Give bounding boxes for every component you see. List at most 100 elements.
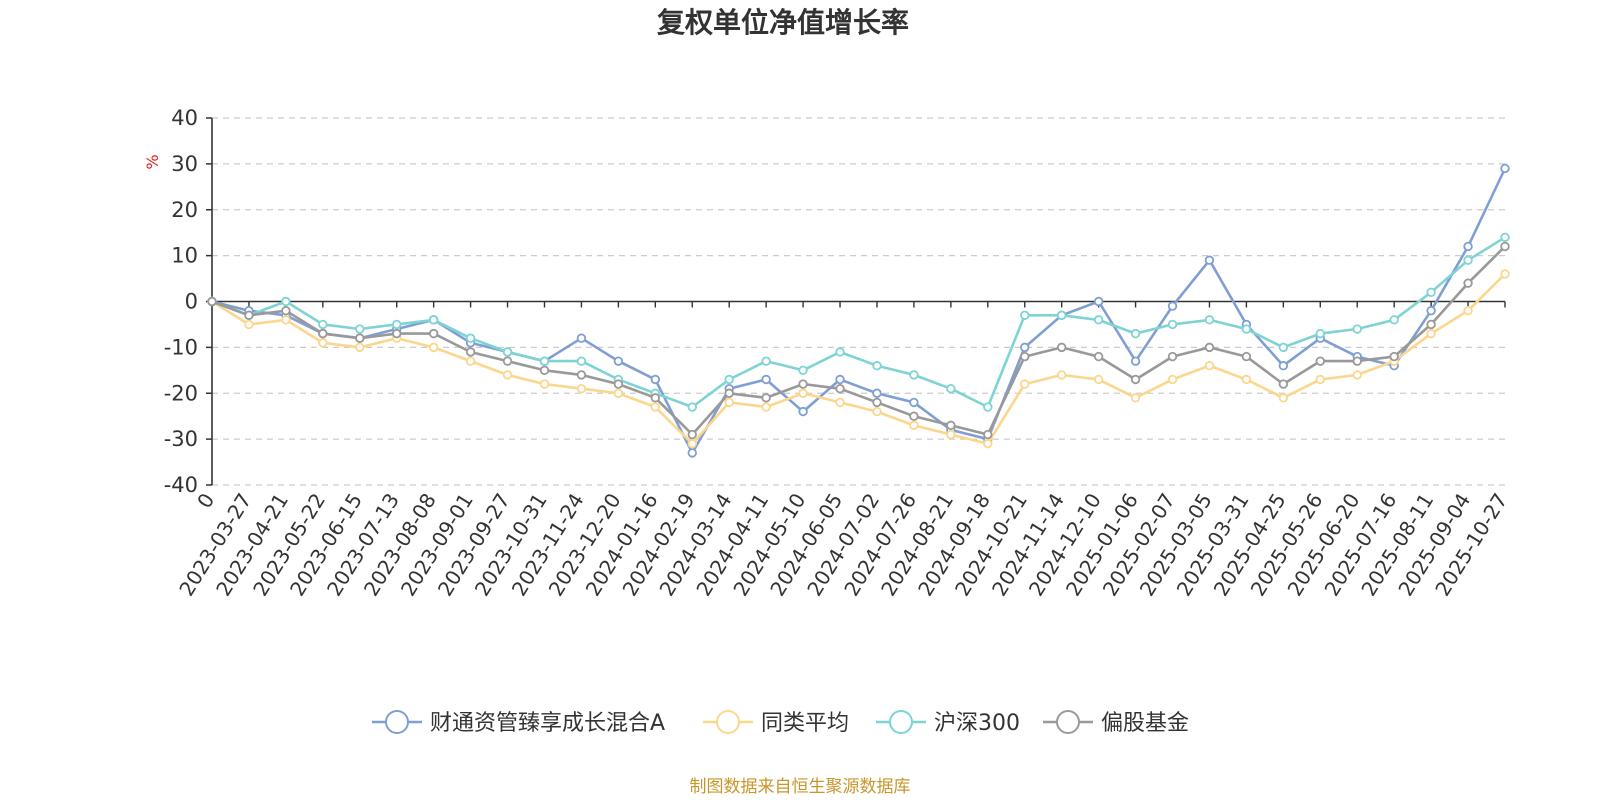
data-point: [983, 429, 993, 440]
data-point: [428, 328, 439, 339]
data-point: [576, 333, 587, 343]
data-point: [1352, 324, 1362, 334]
data-point: [1278, 379, 1289, 389]
data-point: [1500, 232, 1510, 242]
data-point: [1500, 241, 1510, 252]
data-point: [318, 338, 328, 348]
data-point: [281, 305, 291, 316]
legend-item[interactable]: 财通资管臻享成长混合A: [372, 710, 665, 736]
data-point: [613, 388, 624, 398]
legend[interactable]: 财通资管臻享成长混合A 同类平均 沪深300 偏股基金: [372, 710, 1189, 736]
data-point: [1167, 301, 1178, 311]
data-point: [1278, 361, 1289, 371]
data-point: [1241, 374, 1252, 385]
chart-title: 复权单位净值增长率: [657, 6, 909, 39]
legend-item[interactable]: 沪深300: [876, 710, 1020, 736]
data-point: [983, 402, 993, 412]
data-point: [1315, 356, 1325, 366]
data-point: [465, 333, 476, 343]
data-point: [318, 328, 328, 339]
y-tick-label: 30: [171, 152, 198, 176]
data-point: [798, 365, 808, 376]
y-axis-unit: %: [143, 154, 162, 169]
data-point: [465, 347, 476, 357]
data-point: [687, 429, 697, 440]
data-point: [909, 397, 919, 408]
data-point: [1130, 328, 1141, 339]
data-point: [724, 388, 734, 398]
y-axis-ticks: 40 30 20 10 0 -10 -20 -30 -40: [164, 106, 212, 497]
data-point: [1352, 356, 1362, 366]
data-point: [687, 402, 697, 412]
data-point: [392, 319, 402, 330]
data-point: [761, 356, 771, 366]
data-point: [613, 379, 624, 389]
data-point: [835, 347, 845, 357]
data-point: [946, 420, 956, 431]
data-point: [872, 361, 882, 371]
legend-item[interactable]: 偏股基金: [1043, 710, 1189, 736]
data-point: [1093, 315, 1104, 325]
data-point: [576, 383, 587, 394]
data-point: [1167, 351, 1178, 362]
data-point: [1167, 374, 1178, 385]
legend-item[interactable]: 同类平均: [703, 710, 849, 736]
data-point: [1426, 328, 1436, 339]
data-point: [1463, 241, 1473, 252]
data-point: [576, 356, 587, 366]
legend-marker: [716, 710, 740, 734]
data-point: [983, 439, 993, 449]
legend-marker: [385, 710, 409, 734]
y-tick-label: 20: [171, 198, 198, 222]
data-point: [1056, 370, 1067, 380]
y-tick-label: 40: [171, 106, 198, 130]
data-point: [502, 356, 513, 366]
data-point: [1093, 374, 1104, 385]
y-tick-label: -40: [164, 473, 198, 497]
data-point: [244, 319, 254, 330]
legend-marker: [889, 710, 913, 734]
y-tick-label: 10: [171, 244, 198, 268]
data-point: [650, 374, 661, 385]
data-point: [946, 383, 956, 394]
data-point: [835, 397, 845, 408]
data-point: [909, 411, 919, 421]
data-point: [1241, 351, 1252, 362]
data-point: [539, 379, 550, 389]
data-point: [872, 388, 882, 398]
data-point: [1315, 328, 1325, 339]
series-group: [207, 163, 1510, 458]
data-point: [1130, 356, 1141, 366]
data-point: [1204, 361, 1215, 371]
data-point: [281, 315, 291, 325]
data-point: [650, 402, 661, 412]
data-point: [355, 324, 365, 334]
data-point: [1020, 379, 1030, 389]
data-point: [1463, 255, 1473, 265]
data-point: [687, 439, 697, 449]
data-point: [502, 347, 513, 357]
data-point: [761, 393, 771, 403]
data-point: [835, 383, 845, 394]
data-point: [1130, 393, 1141, 403]
x-axis-ticks: 02023-03-272023-04-212023-05-222023-06-1…: [174, 301, 1512, 600]
data-point: [1204, 255, 1215, 265]
data-point: [1241, 324, 1252, 334]
data-point: [724, 397, 734, 408]
data-point: [1426, 287, 1436, 298]
data-point: [1056, 310, 1067, 320]
data-point: [428, 342, 439, 353]
y-tick-label: 0: [185, 290, 198, 314]
data-point: [1204, 315, 1215, 325]
data-point: [392, 328, 402, 339]
data-point: [1278, 342, 1289, 353]
series-line: [211, 236, 1506, 409]
data-point: [1500, 269, 1510, 279]
data-point: [946, 429, 956, 440]
data-point: [281, 296, 291, 307]
data-point: [1500, 163, 1510, 174]
series-line: [211, 245, 1506, 436]
y-tick-label: -10: [164, 335, 198, 359]
data-point: [724, 374, 734, 385]
